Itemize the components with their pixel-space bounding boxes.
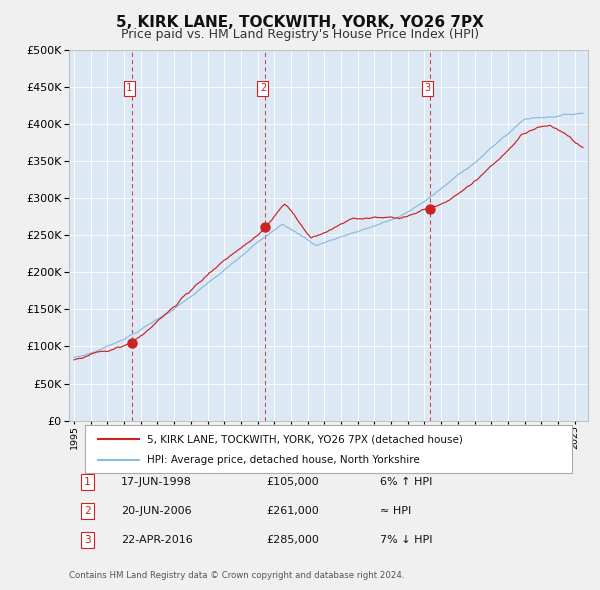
Text: Price paid vs. HM Land Registry's House Price Index (HPI): Price paid vs. HM Land Registry's House … xyxy=(121,28,479,41)
Text: 1: 1 xyxy=(84,477,91,487)
Text: ≈ HPI: ≈ HPI xyxy=(380,506,412,516)
Text: 5, KIRK LANE, TOCKWITH, YORK, YO26 7PX (detached house): 5, KIRK LANE, TOCKWITH, YORK, YO26 7PX (… xyxy=(147,434,463,444)
Text: 20-JUN-2006: 20-JUN-2006 xyxy=(121,506,191,516)
FancyBboxPatch shape xyxy=(85,425,572,473)
Text: 3: 3 xyxy=(424,84,430,93)
Text: 17-JUN-1998: 17-JUN-1998 xyxy=(121,477,192,487)
Text: £261,000: £261,000 xyxy=(266,506,319,516)
Text: Contains HM Land Registry data © Crown copyright and database right 2024.: Contains HM Land Registry data © Crown c… xyxy=(69,571,404,580)
Text: 6% ↑ HPI: 6% ↑ HPI xyxy=(380,477,433,487)
Text: £105,000: £105,000 xyxy=(266,477,319,487)
Text: HPI: Average price, detached house, North Yorkshire: HPI: Average price, detached house, Nort… xyxy=(147,455,419,465)
Text: £285,000: £285,000 xyxy=(266,535,319,545)
Text: 2: 2 xyxy=(260,84,266,93)
Text: 22-APR-2016: 22-APR-2016 xyxy=(121,535,193,545)
Text: 1: 1 xyxy=(126,84,133,93)
Text: 2: 2 xyxy=(84,506,91,516)
Text: 7% ↓ HPI: 7% ↓ HPI xyxy=(380,535,433,545)
Text: 3: 3 xyxy=(84,535,91,545)
Text: 5, KIRK LANE, TOCKWITH, YORK, YO26 7PX: 5, KIRK LANE, TOCKWITH, YORK, YO26 7PX xyxy=(116,15,484,30)
